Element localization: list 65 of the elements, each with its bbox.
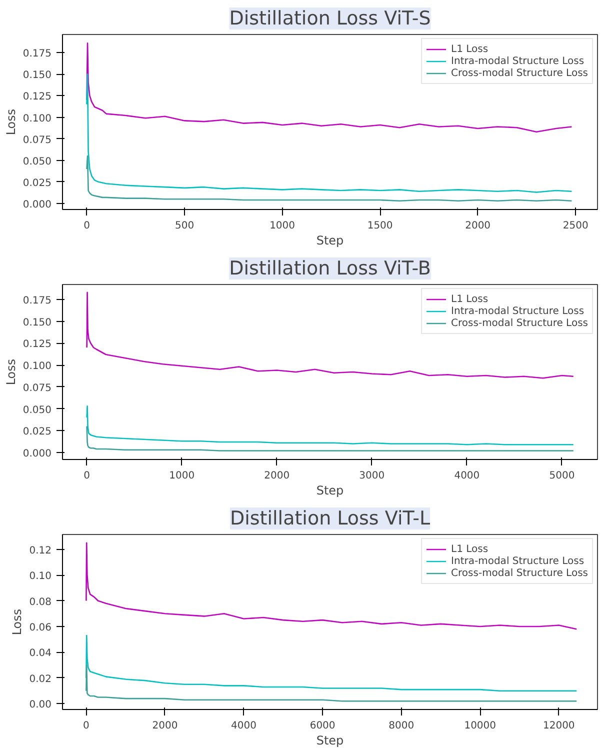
x-tick-label: 4000 [231, 720, 257, 732]
x-tick-label: 5000 [549, 470, 575, 482]
x-tick-label: 4000 [454, 470, 480, 482]
legend-label: Intra-modal Structure Loss [451, 305, 584, 317]
y-tick-label: 0.025 [22, 426, 52, 438]
y-tick-label: 0.10 [29, 571, 52, 582]
y-tick-label: 0.125 [22, 339, 52, 350]
legend-label: Cross-modal Structure Loss [451, 317, 588, 329]
y-tick-label: 0.000 [22, 448, 52, 460]
chart-title: Distillation Loss ViT-L [230, 508, 430, 530]
y-tick-label: 0.02 [29, 674, 52, 685]
y-tick-label: 0.00 [29, 700, 52, 711]
y-tick-label: 0.050 [22, 156, 52, 168]
y-tick-label: 0.025 [22, 178, 52, 189]
y-axis-title: Loss [10, 608, 24, 636]
x-axis-title: Step [316, 234, 344, 248]
y-tick-label: 0.150 [22, 317, 52, 328]
x-tick-label: 0 [83, 720, 90, 732]
y-tick-label: 0.100 [22, 113, 52, 124]
x-tick-label: 1500 [367, 220, 393, 232]
y-tick-label: 0.050 [22, 404, 52, 416]
y-axis-title: Loss [4, 358, 18, 386]
x-tick-label: 3000 [359, 470, 385, 482]
y-tick-label: 0.12 [29, 545, 52, 556]
x-tick-label: 12000 [542, 720, 575, 732]
x-tick-label: 2500 [562, 220, 588, 232]
line-series [86, 664, 578, 702]
legend-label: Intra-modal Structure Loss [451, 555, 584, 567]
x-tick-label: 1000 [270, 220, 296, 232]
x-axis-title: Step [316, 484, 344, 498]
y-tick-label: 0.075 [22, 382, 52, 394]
legend-label: L1 Loss [451, 43, 488, 55]
x-tick-label: 8000 [388, 720, 414, 732]
y-tick-label: 0.175 [22, 48, 52, 60]
x-tick-label: 500 [174, 220, 194, 232]
x-tick-label: 10000 [464, 720, 496, 732]
line-series [86, 634, 578, 692]
line-series [86, 405, 574, 446]
x-tick-label: 2000 [264, 470, 290, 482]
x-tick-label: 0 [84, 470, 90, 482]
y-axis-title: Loss [4, 108, 18, 136]
legend-label: Intra-modal Structure Loss [451, 55, 584, 67]
y-tick-label: 0.000 [22, 199, 52, 210]
legend-label: Cross-modal Structure Loss [451, 567, 588, 579]
y-tick-label: 0.075 [22, 134, 52, 146]
legend-label: Cross-modal Structure Loss [451, 67, 588, 79]
x-tick-label: 1000 [169, 470, 195, 482]
y-tick-label: 0.08 [29, 596, 52, 608]
x-tick-label: 6000 [310, 720, 336, 732]
y-tick-label: 0.04 [29, 648, 52, 660]
x-tick-label: 2000 [152, 720, 178, 732]
y-tick-label: 0.06 [29, 622, 52, 634]
legend-label: L1 Loss [451, 543, 488, 555]
x-tick-label: 2000 [465, 220, 491, 232]
legend-label: L1 Loss [451, 293, 488, 305]
x-axis-title: Step [316, 734, 344, 748]
x-tick-label: 0 [84, 220, 90, 232]
y-tick-label: 0.175 [22, 295, 52, 306]
line-series [86, 426, 574, 452]
chart-title: Distillation Loss ViT-B [229, 258, 431, 280]
y-tick-label: 0.100 [22, 361, 52, 372]
y-tick-label: 0.150 [22, 70, 52, 82]
y-tick-label: 0.125 [22, 92, 52, 103]
chart-title: Distillation Loss ViT-S [229, 8, 431, 30]
line-series [86, 155, 572, 202]
